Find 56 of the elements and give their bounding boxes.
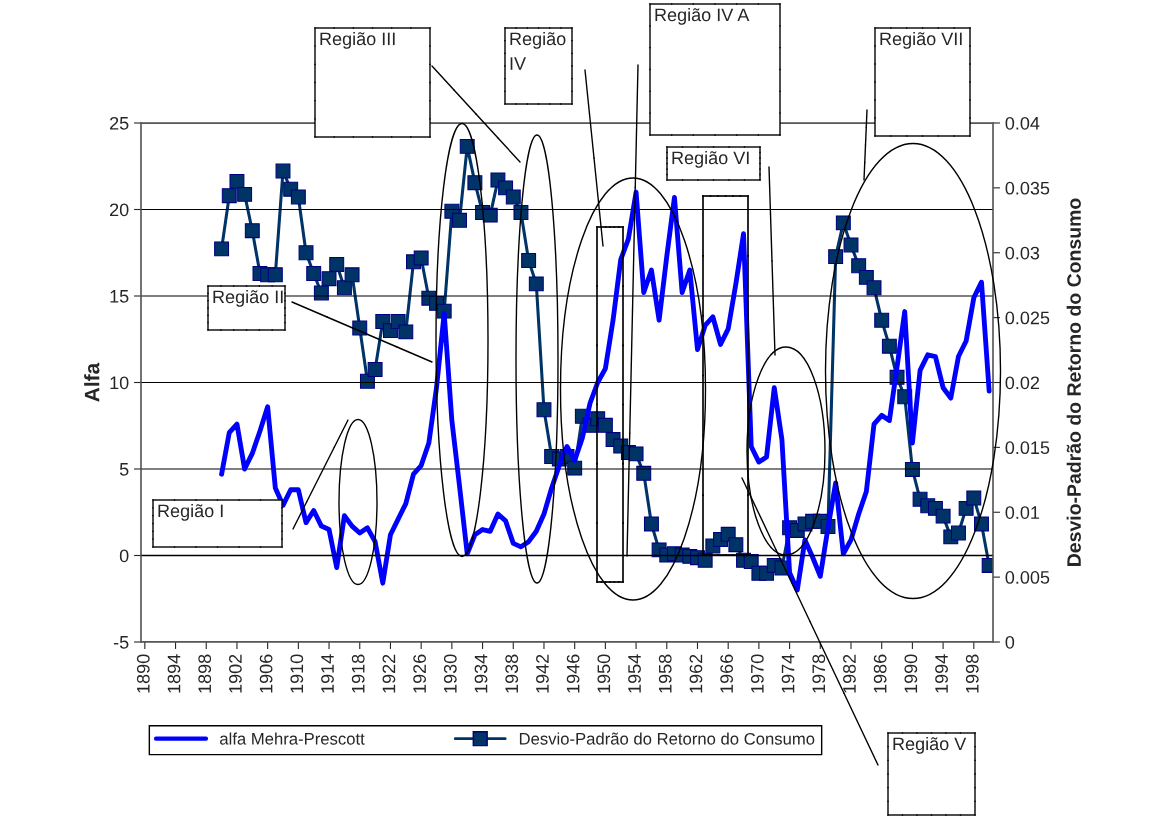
y2-tick-label: 0.015 bbox=[1005, 441, 1050, 455]
x-tick-label: 1894 bbox=[167, 654, 181, 693]
x-tick-label: 1898 bbox=[198, 654, 212, 693]
y-tick-label: 20 bbox=[110, 203, 129, 217]
x-tick-label: 1946 bbox=[566, 654, 580, 693]
x-tick-label: 1994 bbox=[935, 654, 948, 693]
x-tick-label: 1958 bbox=[658, 654, 672, 693]
y-tick-label: 10 bbox=[110, 376, 129, 390]
x-tick-label: 1998 bbox=[965, 654, 979, 693]
y2-axis-title: Desvio-Padrão do Retorno do Consumo bbox=[1066, 198, 1081, 566]
y-tick-label: 0 bbox=[119, 549, 129, 563]
x-tick-label: 1902 bbox=[229, 654, 242, 693]
y2-tick-label: 0.01 bbox=[1005, 506, 1040, 519]
x-tick-label: 1910 bbox=[290, 654, 304, 693]
x-tick-label: 1922 bbox=[382, 654, 396, 693]
y2-tick-label: 0 bbox=[1005, 635, 1015, 649]
x-tick-label: 1914 bbox=[321, 654, 334, 693]
x-tick-label: 1942 bbox=[536, 654, 549, 693]
y2-tick-label: 0.04 bbox=[1005, 116, 1040, 130]
annotation: Região II bbox=[213, 290, 283, 307]
x-tick-label: 1890 bbox=[136, 654, 150, 693]
text: Região V bbox=[893, 737, 967, 754]
x-tick-label: 1934 bbox=[474, 654, 488, 693]
x-tick-label: 1970 bbox=[750, 654, 764, 693]
x-tick-label: 1966 bbox=[720, 654, 734, 693]
y2-tick-label: 0.035 bbox=[1005, 181, 1050, 195]
x-tick-label: 1954 bbox=[628, 654, 641, 693]
y2-tick-label: 0.025 bbox=[1005, 311, 1050, 325]
text: Região III bbox=[320, 32, 395, 49]
x-tick-label: 1938 bbox=[505, 654, 519, 693]
x-tick-label: 1986 bbox=[873, 654, 887, 693]
y-tick-label: 15 bbox=[110, 290, 129, 303]
x-tick-label: 1978 bbox=[812, 654, 826, 693]
y2-tick-label: 0.02 bbox=[1005, 376, 1040, 390]
x-tick-label: 1918 bbox=[351, 654, 365, 693]
annotation: Região I bbox=[158, 504, 223, 521]
text: Região IV bbox=[510, 32, 566, 70]
x-tick-label: 1930 bbox=[443, 654, 457, 693]
x-tick-label: 1926 bbox=[413, 654, 427, 693]
y2-tick-label: 0.005 bbox=[1005, 571, 1050, 584]
x-tick-label: 1962 bbox=[689, 654, 703, 693]
annotation: Região VI bbox=[672, 151, 749, 168]
legend-label: Desvio-Padrão do Retorno do Consumo bbox=[519, 732, 815, 745]
x-tick-label: 1990 bbox=[904, 654, 918, 693]
text: Região IV A bbox=[655, 8, 750, 25]
y-tick-label: 5 bbox=[119, 463, 129, 476]
x-tick-label: 1950 bbox=[597, 654, 611, 693]
legend-label: alfa Mehra-Prescott bbox=[220, 732, 365, 745]
x-tick-label: 1982 bbox=[843, 654, 856, 693]
text: Região VII bbox=[880, 32, 962, 49]
x-tick-label: 1906 bbox=[259, 654, 273, 693]
y-tick-label: -5 bbox=[113, 636, 129, 649]
x-tick-label: 1974 bbox=[781, 654, 795, 693]
y-axis-title: Alfa bbox=[84, 362, 100, 402]
y2-tick-label: 0.03 bbox=[1005, 246, 1040, 260]
y-tick-label: 25 bbox=[110, 116, 129, 130]
